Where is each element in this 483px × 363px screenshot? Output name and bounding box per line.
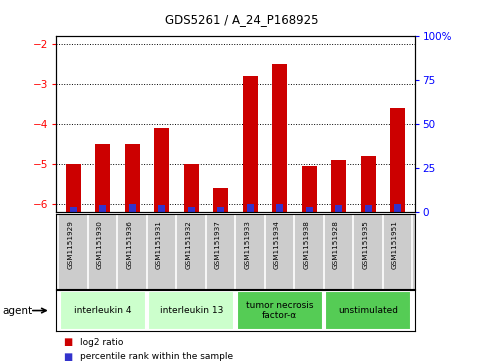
Text: GSM1151935: GSM1151935 — [362, 220, 368, 269]
Bar — [272, 64, 287, 212]
Bar — [188, 207, 195, 212]
Bar — [129, 204, 136, 212]
Text: percentile rank within the sample: percentile rank within the sample — [80, 352, 233, 361]
Bar — [331, 160, 346, 212]
Bar — [394, 204, 401, 212]
Text: GSM1151931: GSM1151931 — [156, 220, 162, 269]
Bar — [325, 291, 411, 330]
Text: GSM1151930: GSM1151930 — [97, 220, 103, 269]
Text: interleukin 4: interleukin 4 — [74, 306, 131, 315]
Text: agent: agent — [2, 306, 32, 315]
Text: GSM1151929: GSM1151929 — [67, 220, 73, 269]
Bar — [365, 205, 371, 212]
Bar — [155, 129, 169, 212]
Bar — [148, 291, 234, 330]
Text: GSM1151937: GSM1151937 — [215, 220, 221, 269]
Bar — [247, 204, 254, 212]
Bar — [184, 164, 199, 212]
Text: ■: ■ — [63, 352, 72, 362]
Bar — [217, 207, 224, 212]
Text: GSM1151932: GSM1151932 — [185, 220, 191, 269]
Bar — [158, 205, 165, 212]
Text: GSM1151936: GSM1151936 — [126, 220, 132, 269]
Text: log2 ratio: log2 ratio — [80, 338, 123, 347]
Text: GSM1151928: GSM1151928 — [333, 220, 339, 269]
Bar — [213, 188, 228, 212]
Text: unstimulated: unstimulated — [338, 306, 398, 315]
Text: GSM1151933: GSM1151933 — [244, 220, 250, 269]
Bar — [243, 76, 257, 212]
Bar — [335, 205, 342, 212]
Bar — [276, 204, 283, 212]
Bar — [70, 207, 77, 212]
Text: GSM1151934: GSM1151934 — [274, 220, 280, 269]
Bar — [95, 144, 110, 212]
Bar — [60, 291, 146, 330]
Text: GSM1151951: GSM1151951 — [392, 220, 398, 269]
Text: GSM1151938: GSM1151938 — [303, 220, 309, 269]
Bar — [306, 207, 313, 212]
Bar — [390, 108, 405, 212]
Bar — [237, 291, 323, 330]
Text: ■: ■ — [63, 337, 72, 347]
Bar — [125, 144, 140, 212]
Bar — [361, 156, 376, 212]
Bar — [99, 205, 106, 212]
Text: interleukin 13: interleukin 13 — [159, 306, 223, 315]
Text: GDS5261 / A_24_P168925: GDS5261 / A_24_P168925 — [165, 13, 318, 26]
Text: tumor necrosis
factor-α: tumor necrosis factor-α — [246, 301, 313, 320]
Bar — [302, 166, 316, 212]
Bar — [66, 164, 81, 212]
